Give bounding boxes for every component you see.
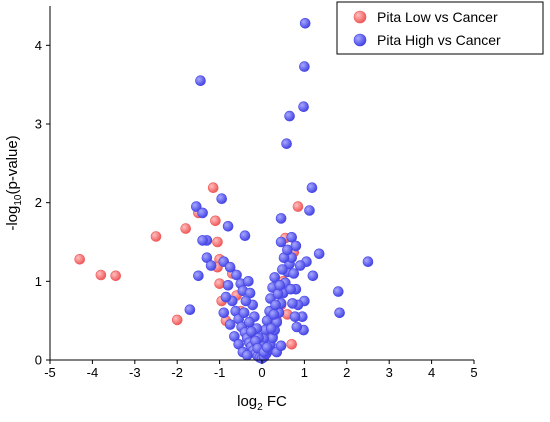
x-tick-label: 5 (470, 365, 477, 380)
point-pita-high (191, 201, 202, 212)
point-pita-low (150, 231, 162, 242)
point-pita-high (288, 268, 300, 279)
point-pita-high (291, 321, 303, 333)
point-pita-high (275, 236, 287, 248)
point-pita-high (304, 205, 315, 216)
point-pita-high (261, 342, 273, 353)
point-pita-high (286, 232, 298, 243)
point-pita-high (269, 272, 281, 283)
x-tick-label: 1 (301, 365, 308, 380)
point-pita-high (184, 304, 196, 316)
point-pita-high (362, 256, 374, 268)
y-tick-label: 2 (35, 195, 42, 210)
x-axis-title-tail: FC (263, 393, 287, 410)
y-axis-title: -log10(p-value) (4, 135, 24, 230)
x-tick-label: -4 (87, 365, 99, 380)
x-tick-label: -5 (44, 365, 56, 380)
point-pita-high (220, 291, 232, 303)
x-axis-title: log2 FC (237, 393, 287, 413)
point-pita-high (285, 283, 297, 295)
point-pita-high (275, 213, 287, 224)
point-pita-high (298, 101, 309, 112)
x-axis-title-base: log (237, 393, 257, 410)
point-pita-high (205, 260, 217, 271)
point-pita-high (306, 182, 318, 193)
legend-marker (353, 33, 367, 47)
point-pita-high (290, 240, 302, 252)
point-pita-high (231, 269, 242, 281)
x-axis-title-sub: 2 (257, 402, 263, 413)
point-pita-low (286, 338, 298, 350)
legend-box (336, 1, 544, 55)
legend-label: Pita High vs Cancer (377, 32, 501, 48)
data-points (74, 17, 374, 364)
y-tick-label: 1 (35, 274, 42, 289)
point-pita-high (240, 295, 252, 307)
point-pita-high (241, 349, 253, 361)
point-pita-low (171, 314, 183, 326)
x-tick-label: 0 (258, 365, 265, 380)
y-tick-label: 3 (35, 117, 42, 132)
point-pita-high (289, 311, 301, 323)
point-pita-high (268, 309, 280, 320)
point-pita-high (218, 307, 230, 319)
point-pita-high (299, 17, 311, 29)
x-tick-label: -2 (171, 365, 183, 380)
point-pita-high (294, 260, 306, 271)
y-axis-title-sub: 10 (13, 194, 24, 206)
legend: Pita Low vs Cancer Pita High vs Cancer (336, 1, 544, 55)
point-pita-high (272, 288, 284, 300)
point-pita-high (270, 299, 281, 311)
point-pita-high (332, 286, 344, 297)
point-pita-high (281, 138, 292, 149)
point-pita-high (224, 319, 236, 330)
point-pita-high (222, 279, 234, 291)
legend-marker (353, 10, 367, 24)
point-pita-high (244, 316, 255, 328)
point-pita-high (238, 307, 250, 319)
point-pita-high (284, 110, 295, 122)
point-pita-low (110, 270, 121, 282)
y-axis-title-tail: (p-value) (4, 135, 21, 194)
point-pita-high (313, 248, 325, 260)
point-pita-low (210, 215, 221, 227)
point-pita-low (292, 201, 304, 212)
x-tick-label: -3 (129, 365, 141, 380)
point-pita-low (207, 182, 219, 193)
point-pita-high (239, 230, 251, 241)
x-tick-label: 4 (428, 365, 435, 380)
point-pita-high (275, 340, 287, 352)
point-pita-high (265, 323, 277, 334)
point-pita-low (180, 223, 191, 234)
point-pita-high (197, 235, 208, 246)
point-pita-low (74, 253, 85, 265)
point-pita-high (282, 244, 293, 256)
point-pita-high (274, 279, 286, 291)
x-tick-label: 2 (343, 365, 350, 380)
point-pita-high (193, 270, 204, 282)
legend-label: Pita Low vs Cancer (377, 9, 498, 25)
point-pita-high (277, 264, 288, 275)
point-pita-high (197, 207, 208, 219)
point-pita-high (195, 75, 206, 86)
point-pita-high (334, 307, 345, 319)
point-pita-high (243, 275, 254, 287)
y-axis-title-base: -log (4, 206, 21, 231)
point-pita-high (222, 221, 234, 232)
point-pita-low (95, 269, 107, 281)
point-pita-high (246, 326, 257, 338)
point-pita-high (307, 270, 319, 282)
point-pita-high (287, 298, 298, 309)
point-pita-high (216, 193, 227, 204)
x-tick-label: -1 (214, 365, 226, 380)
point-pita-high (299, 61, 310, 72)
y-tick-label: 0 (35, 353, 42, 368)
point-pita-high (224, 261, 236, 273)
x-tick-label: 3 (386, 365, 393, 380)
y-tick-label: 4 (35, 38, 42, 53)
point-pita-low (212, 236, 223, 248)
